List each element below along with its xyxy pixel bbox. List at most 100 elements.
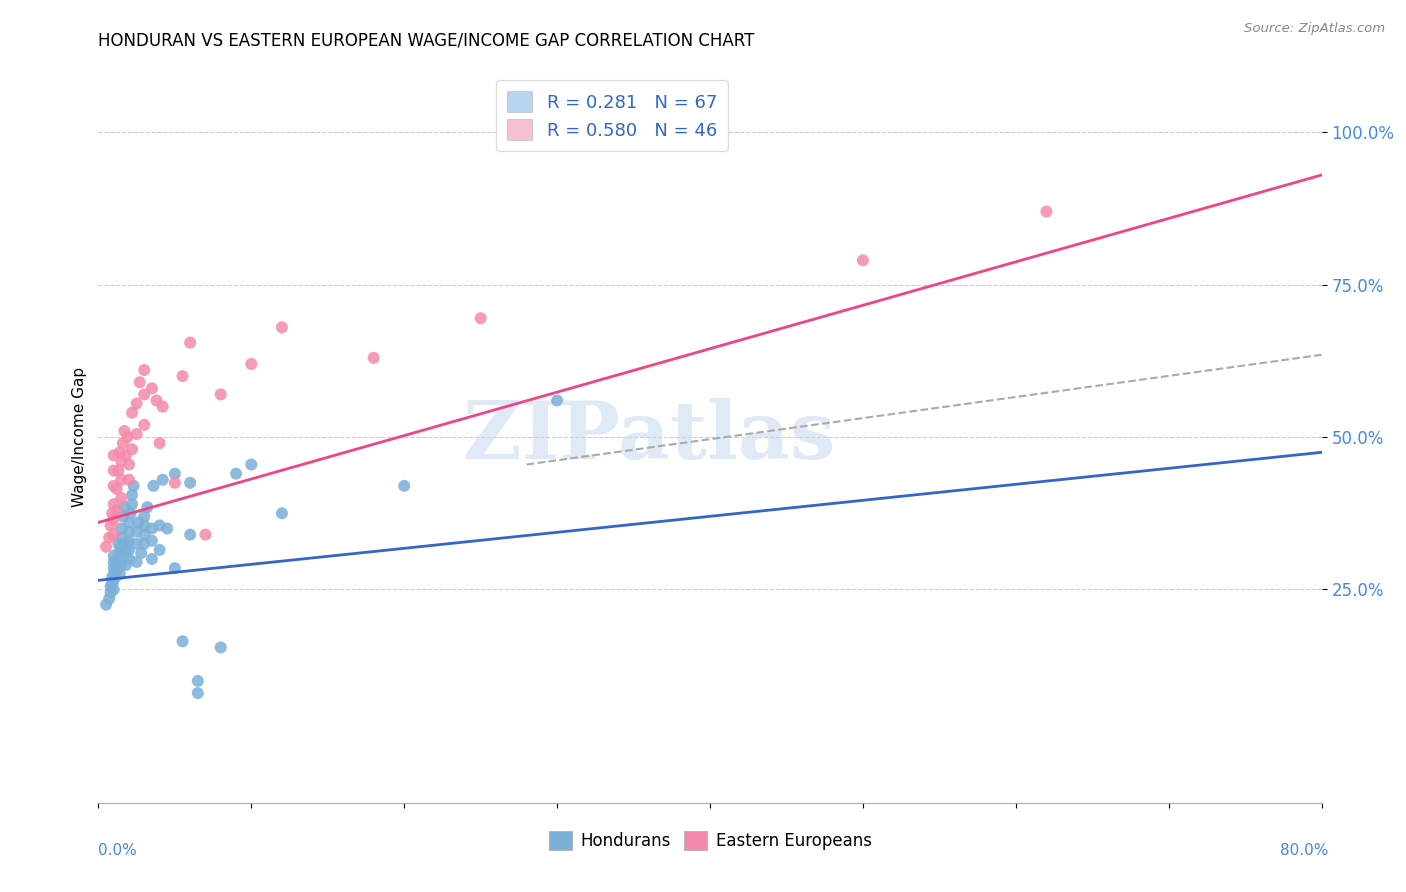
Point: [141, 533, 163, 548]
Point: [225, 467, 247, 481]
Point: [110, 491, 132, 505]
Point: [149, 542, 172, 557]
Point: [125, 524, 148, 539]
Point: [103, 574, 125, 588]
Point: [103, 464, 125, 478]
Point: [111, 509, 134, 524]
Point: [156, 521, 179, 535]
Point: [105, 503, 128, 517]
Point: [179, 527, 201, 541]
Point: [134, 363, 156, 377]
Point: [141, 381, 163, 395]
Point: [149, 518, 172, 533]
Point: [121, 406, 143, 420]
Point: [125, 427, 148, 442]
Point: [270, 320, 292, 334]
Point: [187, 686, 209, 700]
Point: [122, 479, 145, 493]
Point: [172, 634, 194, 648]
Point: [125, 396, 148, 410]
Point: [115, 449, 138, 463]
Point: [110, 521, 132, 535]
Point: [163, 475, 186, 490]
Point: [270, 506, 292, 520]
Point: [470, 311, 492, 326]
Point: [110, 531, 132, 545]
Point: [179, 475, 201, 490]
Y-axis label: Wage/Income Gap: Wage/Income Gap: [72, 367, 87, 508]
Point: [100, 585, 122, 599]
Point: [125, 537, 148, 551]
Text: HONDURAN VS EASTERN EUROPEAN WAGE/INCOME GAP CORRELATION CHART: HONDURAN VS EASTERN EUROPEAN WAGE/INCOME…: [98, 31, 755, 49]
Point: [134, 518, 156, 533]
Point: [103, 567, 125, 582]
Point: [98, 531, 121, 545]
Point: [112, 500, 135, 515]
Point: [149, 436, 172, 450]
Point: [127, 516, 149, 530]
Point: [105, 555, 128, 569]
Point: [1035, 204, 1057, 219]
Point: [111, 436, 134, 450]
Point: [103, 479, 125, 493]
Point: [121, 442, 143, 457]
Point: [163, 467, 186, 481]
Point: [107, 546, 129, 560]
Point: [101, 576, 124, 591]
Point: [118, 473, 141, 487]
Point: [852, 253, 875, 268]
Point: [118, 458, 141, 472]
Point: [152, 400, 174, 414]
Point: [98, 591, 121, 606]
Point: [117, 537, 139, 551]
Point: [172, 369, 194, 384]
Point: [101, 506, 124, 520]
Point: [120, 506, 142, 520]
Point: [134, 537, 156, 551]
Point: [110, 558, 132, 573]
Point: [209, 640, 232, 655]
Point: [103, 527, 125, 541]
Point: [107, 537, 129, 551]
Point: [118, 524, 141, 539]
Text: ZIPatlas: ZIPatlas: [463, 398, 835, 476]
Point: [110, 454, 132, 468]
Point: [136, 500, 159, 515]
Point: [141, 521, 163, 535]
Point: [128, 376, 150, 390]
Point: [141, 552, 163, 566]
Point: [105, 482, 128, 496]
Point: [118, 533, 141, 548]
Point: [363, 351, 385, 365]
Point: [107, 464, 129, 478]
Point: [134, 509, 156, 524]
Point: [187, 673, 209, 688]
Point: [110, 473, 132, 487]
Point: [194, 527, 217, 541]
Point: [110, 540, 132, 554]
Point: [103, 512, 125, 526]
Point: [103, 549, 125, 563]
Point: [101, 570, 124, 584]
Point: [121, 488, 143, 502]
Point: [112, 424, 135, 438]
Point: [108, 567, 131, 582]
Point: [209, 387, 232, 401]
Text: Source: ZipAtlas.com: Source: ZipAtlas.com: [1244, 22, 1385, 36]
Text: 80.0%: 80.0%: [1281, 843, 1329, 858]
Point: [145, 393, 167, 408]
Point: [142, 479, 165, 493]
Point: [179, 335, 201, 350]
Point: [117, 430, 139, 444]
Point: [125, 555, 148, 569]
Legend: Hondurans, Eastern Europeans: Hondurans, Eastern Europeans: [541, 824, 879, 856]
Point: [152, 473, 174, 487]
Point: [115, 558, 138, 573]
Point: [129, 546, 152, 560]
Point: [105, 564, 128, 578]
Point: [94, 540, 117, 554]
Point: [100, 579, 122, 593]
Point: [163, 561, 186, 575]
Text: 0.0%: 0.0%: [98, 843, 138, 858]
Point: [103, 561, 125, 575]
